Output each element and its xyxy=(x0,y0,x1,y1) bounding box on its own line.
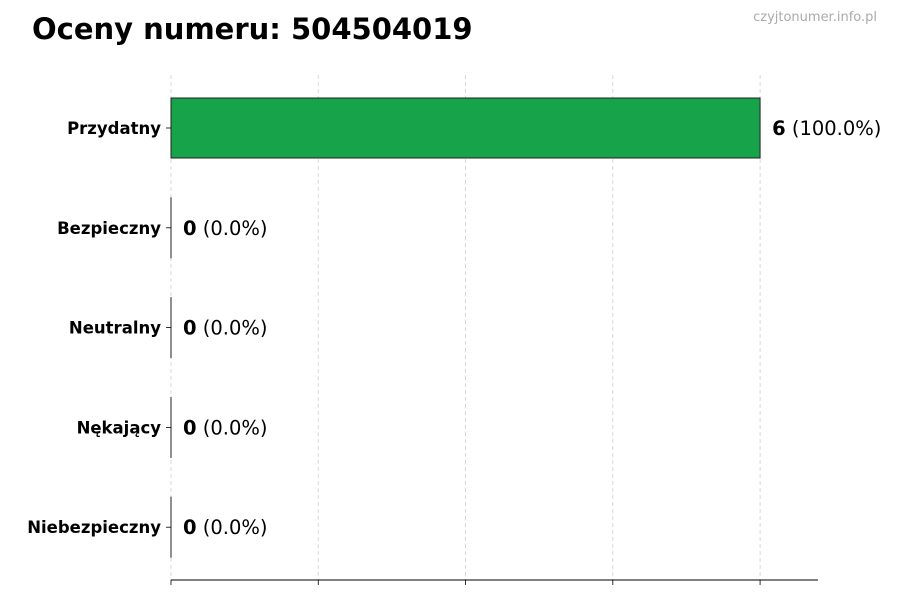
data-label-count: 0 xyxy=(183,516,197,539)
data-label: 0 (0.0%) xyxy=(183,217,268,240)
bar xyxy=(170,97,761,159)
data-label: 6 (100.0%) xyxy=(772,117,881,140)
y-tick-label: Bezpieczny xyxy=(57,219,161,238)
y-tick-label: Przydatny xyxy=(67,119,161,138)
data-label: 0 (0.0%) xyxy=(183,317,268,340)
chart-title: Oceny numeru: 504504019 xyxy=(32,12,473,46)
data-label: 0 (0.0%) xyxy=(183,416,268,439)
data-label-percent: (0.0%) xyxy=(197,217,268,240)
data-label-count: 0 xyxy=(183,317,197,340)
data-label-percent: (0.0%) xyxy=(197,416,268,439)
y-tick-label: Nękający xyxy=(77,418,162,437)
data-label: 0 (0.0%) xyxy=(183,516,268,539)
data-label-percent: (100.0%) xyxy=(786,117,882,140)
data-label-count: 0 xyxy=(183,416,197,439)
data-label-count: 0 xyxy=(183,217,197,240)
data-label-count: 6 xyxy=(772,117,786,140)
data-label-percent: (0.0%) xyxy=(197,317,268,340)
data-label-percent: (0.0%) xyxy=(197,516,268,539)
watermark: czyjtonumer.info.pl xyxy=(753,10,877,25)
y-tick-label: Neutralny xyxy=(69,319,161,338)
y-tick-label: Niebezpieczny xyxy=(27,518,161,537)
